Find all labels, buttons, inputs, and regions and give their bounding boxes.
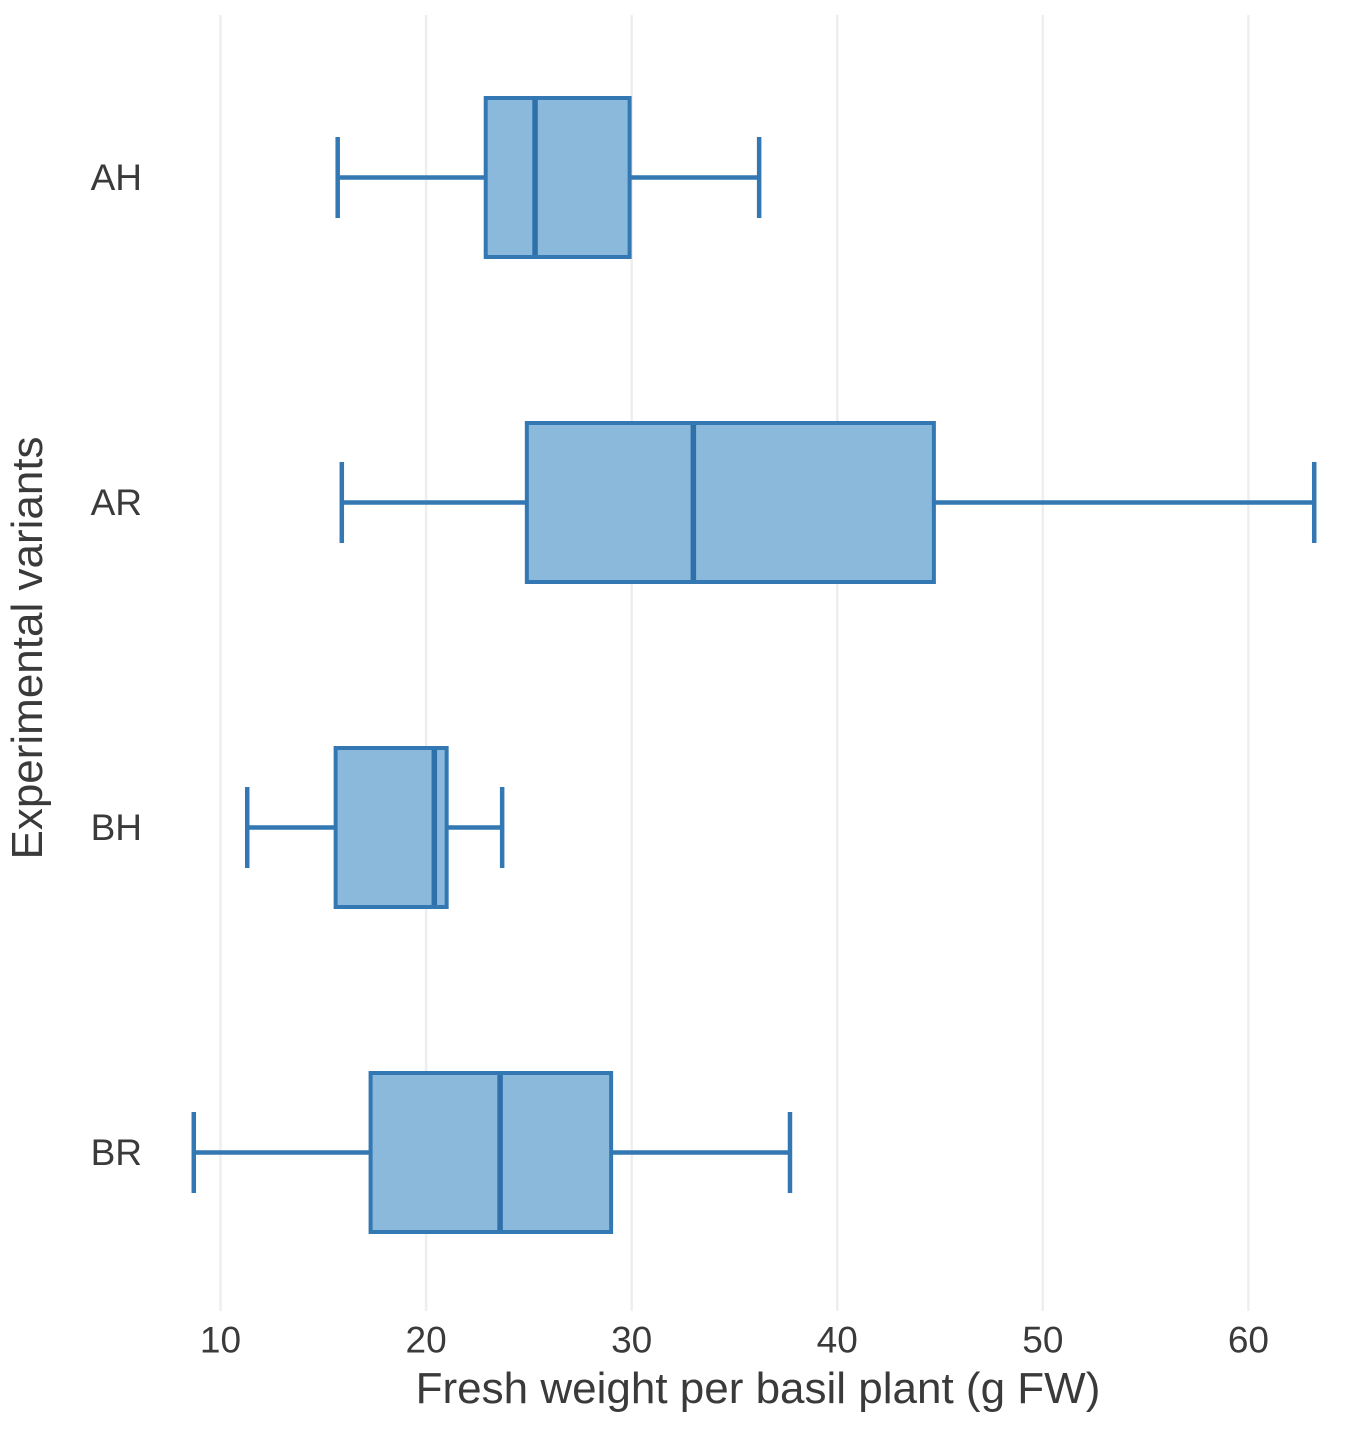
iqr-box [368,1071,614,1234]
x-tick-label-30: 30 [611,1320,652,1361]
x-axis-title: Fresh weight per basil plant (g FW) [416,1364,1101,1413]
box-group-AR [339,421,1317,584]
category-label-BH: BH [91,807,142,848]
box-group-AH [335,96,762,259]
category-label-BR: BR [91,1132,142,1173]
x-tick-label-50: 50 [1022,1320,1063,1361]
x-tick-label-10: 10 [200,1320,241,1361]
box-group-BR [191,1071,793,1234]
x-tick-label-40: 40 [817,1320,858,1361]
iqr-box [483,96,632,259]
box-group-BH [244,746,505,909]
gridlines-group [219,15,1250,1311]
iqr-box [333,746,449,909]
iqr-box [524,421,936,584]
x-tick-label-60: 60 [1228,1320,1269,1361]
category-label-AH: AH [91,157,142,198]
x-tick-label-20: 20 [406,1320,447,1361]
category-label-AR: AR [91,482,142,523]
y-axis-title: Experimental variants [3,436,52,859]
x-tick-labels-group: 10 20 30 40 50 60 [200,1320,1269,1361]
